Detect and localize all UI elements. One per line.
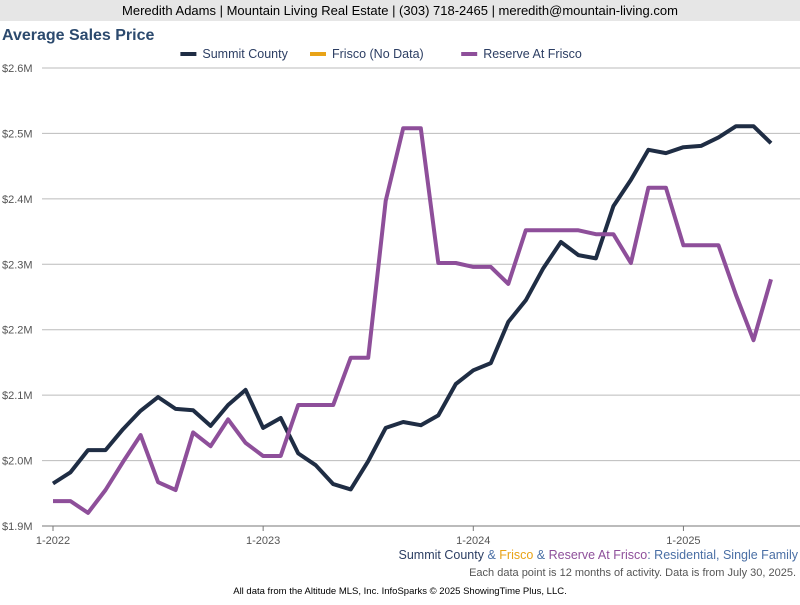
y-tick-label: $1.9M	[2, 521, 33, 533]
footer: All data from the Altitude MLS, Inc. Inf…	[233, 586, 567, 597]
subtitle-part: Reserve At Frisco	[549, 548, 648, 562]
y-tick-label: $2.4M	[2, 194, 33, 206]
legend-label: Frisco (No Data)	[332, 47, 424, 61]
series-line	[51, 124, 773, 492]
y-tick-label: $2.1M	[2, 390, 33, 402]
subtitle-part: Summit County	[399, 548, 485, 562]
legend-label: Summit County	[202, 47, 288, 61]
header: Meredith Adams | Mountain Living Real Es…	[122, 3, 678, 18]
subtitle-part: Frisco	[499, 548, 533, 562]
y-tick-label: $2.5M	[2, 128, 33, 140]
x-tick-label: 1-2022	[36, 535, 70, 547]
subtitle-part: : Residential, Single Family	[647, 548, 799, 562]
y-tick-label: $2.6M	[2, 63, 33, 75]
y-tick-label: $2.0M	[2, 456, 33, 468]
x-tick-label: 1-2025	[666, 535, 700, 547]
series-line	[53, 126, 773, 515]
legend-label: Reserve At Frisco	[483, 47, 582, 61]
chart-title: Average Sales Price	[2, 27, 155, 44]
subtitle: Summit County & Frisco & Reserve At Fris…	[399, 548, 799, 562]
subtitle-part: &	[533, 548, 548, 562]
y-tick-label: $2.3M	[2, 259, 33, 271]
y-tick-label: $2.2M	[2, 325, 33, 337]
x-tick-label: 1-2024	[456, 535, 490, 547]
x-tick-label: 1-2023	[246, 535, 280, 547]
header-bar	[0, 0, 800, 21]
subtitle-part: &	[484, 548, 499, 562]
note: Each data point is 12 months of activity…	[469, 567, 796, 579]
